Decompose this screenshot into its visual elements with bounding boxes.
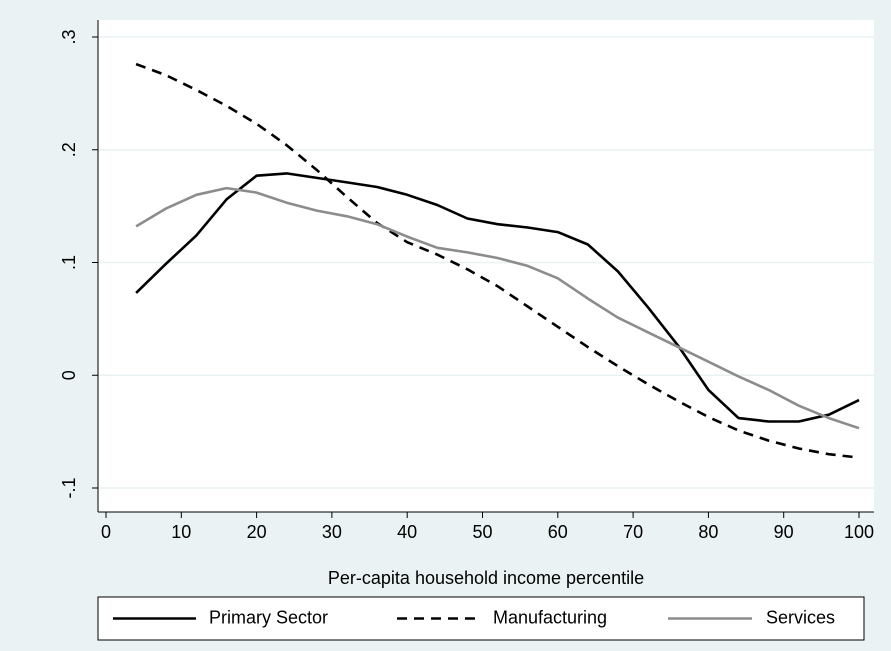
x-tick-label: 90 (774, 522, 794, 542)
x-tick-label: 100 (844, 522, 874, 542)
grid-lines (98, 36, 874, 489)
legend-label: Primary Sector (209, 607, 328, 627)
y-tick-label: 0 (59, 370, 79, 380)
y-tick-label: -.1 (59, 477, 79, 498)
x-tick-label: 40 (397, 522, 417, 542)
x-tick-label: 30 (322, 522, 342, 542)
x-tick-label: 80 (698, 522, 718, 542)
y-tick-label: .1 (59, 255, 79, 270)
axes: -.1 0 .1 .2 .3 0 10 20 30 40 50 60 70 80 90 100 (59, 20, 874, 542)
legend-label: Services (766, 607, 835, 627)
series-line-services (135, 186, 860, 430)
x-tick-label: 50 (472, 522, 492, 542)
x-tick-label: 0 (101, 522, 111, 542)
y-tick-label: .3 (59, 29, 79, 44)
x-axis-label: Per-capita household income percentile (328, 568, 644, 588)
series-line-primary-sector (135, 172, 860, 423)
series-lines (135, 62, 860, 459)
x-tick-label: 60 (548, 522, 568, 542)
legend-label: Manufacturing (493, 607, 607, 627)
x-tick-label: 70 (623, 522, 643, 542)
y-tick-label: .2 (59, 142, 79, 157)
x-tick-label: 20 (247, 522, 267, 542)
x-tick-label: 10 (171, 522, 191, 542)
legend: Primary Sector Manufacturing Services (113, 607, 835, 627)
plot-area (98, 20, 874, 512)
series-line-manufacturing (135, 62, 860, 459)
